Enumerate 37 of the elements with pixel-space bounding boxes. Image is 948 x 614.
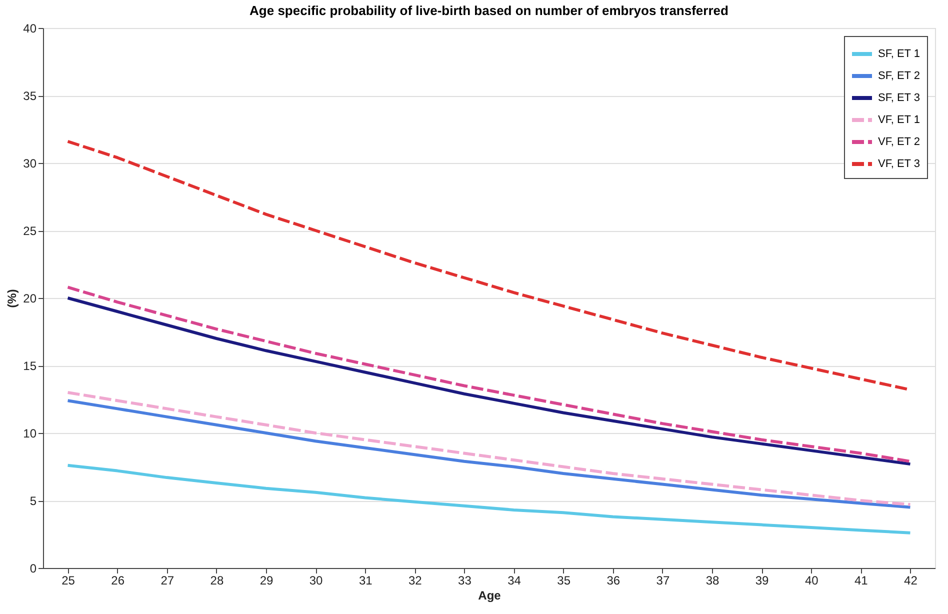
- x-tick-label: 39: [755, 574, 770, 588]
- x-tick-label: 38: [706, 574, 720, 588]
- x-tick-label: 42: [904, 574, 918, 588]
- x-axis-title: Age: [478, 588, 502, 602]
- legend-label: SF, ET 2: [878, 70, 920, 82]
- legend-label: SF, ET 3: [878, 92, 920, 104]
- line-series: [66, 464, 912, 534]
- y-tick-label: 5: [30, 494, 37, 508]
- x-tick-label: 28: [210, 574, 224, 588]
- y-axis-title: (%): [5, 289, 20, 308]
- x-tick-label: 30: [309, 574, 324, 588]
- x-tick-label: 29: [260, 574, 274, 588]
- legend-label: SF, ET 1: [878, 48, 920, 60]
- x-tick-label: 31: [358, 574, 373, 588]
- y-tick-label: 20: [23, 292, 37, 306]
- y-tick-label: 25: [23, 224, 37, 238]
- legend-label: VF, ET 3: [878, 158, 920, 170]
- y-tick-label: 40: [23, 22, 37, 36]
- legend-label: VF, ET 2: [878, 136, 920, 148]
- x-tick-label: 26: [111, 574, 125, 588]
- y-tick-label: 0: [30, 562, 37, 576]
- x-tick-label: 25: [62, 574, 76, 588]
- y-tick-label: 10: [23, 426, 37, 440]
- x-tick-label: 36: [606, 574, 620, 588]
- x-tick-label: 32: [408, 574, 422, 588]
- x-tick-label: 41: [854, 574, 868, 588]
- legend-label: VF, ET 1: [878, 114, 920, 126]
- y-tick-label: 35: [23, 89, 37, 103]
- x-tick-label: 40: [804, 574, 819, 588]
- x-tick-label: 34: [508, 574, 522, 588]
- x-tick-label: 27: [160, 574, 174, 588]
- x-tick-label: 33: [458, 574, 472, 588]
- x-tick-label: 37: [656, 574, 670, 588]
- y-tick-label: 15: [23, 359, 37, 373]
- chart-title: Age specific probability of live-birth based on number of embryos transferred: [250, 3, 729, 18]
- x-tick-label: 35: [557, 574, 571, 588]
- y-tick-label: 30: [23, 156, 37, 170]
